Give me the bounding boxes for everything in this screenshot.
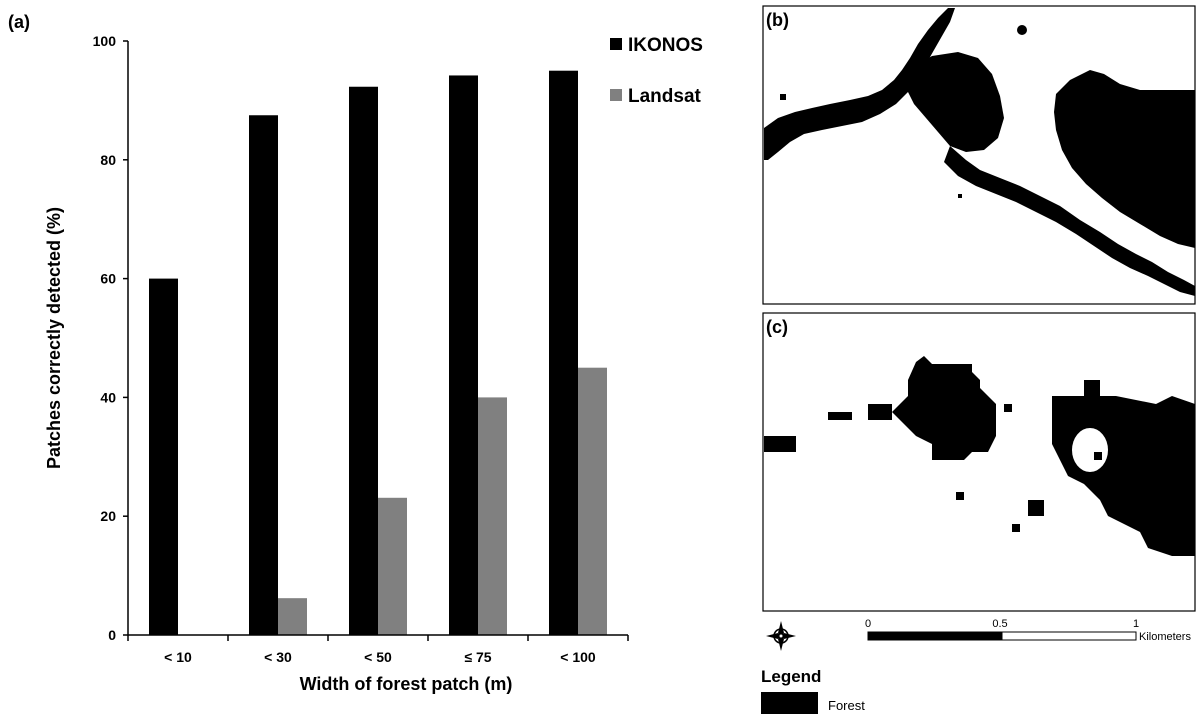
forest-pixel-c6: [1028, 500, 1044, 516]
bar-landsat-2: [278, 598, 307, 635]
scale-bar: 0 0.5 1 Kilometers: [865, 618, 1192, 643]
map-legend: Legend Forest: [761, 667, 865, 714]
forest-pixel-c1: [764, 436, 796, 452]
legend: IKONOS Landsat: [610, 35, 703, 107]
scale-label-1: 1: [1133, 618, 1139, 630]
forest-patches-b: [764, 8, 1195, 296]
forest-pixel-c8: [1094, 452, 1102, 460]
scale-label-05: 0.5: [992, 618, 1007, 630]
bar-ikonos-1: [149, 278, 178, 635]
y-tick-label: 20: [100, 508, 116, 524]
x-tick-label: < 100: [560, 649, 596, 665]
panel-a-label: (a): [8, 12, 30, 32]
forest-patches-c: [764, 356, 1195, 556]
panel-b-label: (b): [766, 10, 789, 30]
x-tick-label: < 30: [264, 649, 292, 665]
y-tick-label: 40: [100, 389, 116, 405]
map-legend-item: Forest: [828, 698, 865, 713]
legend-swatch-ikonos: [610, 38, 622, 50]
x-tick-label: < 50: [364, 649, 392, 665]
y-tick-label: 100: [93, 33, 117, 49]
legend-swatch-landsat: [610, 89, 622, 101]
y-tick-label: 80: [100, 152, 116, 168]
y-axis-label: Patches correctly detected (%): [44, 207, 64, 469]
forest-speck-b2: [780, 94, 786, 100]
bar-ikonos-5: [549, 70, 578, 635]
forest-pixel-c5: [956, 492, 964, 500]
bar-landsat-3: [378, 497, 407, 635]
forest-block-b1: [906, 52, 1004, 152]
scale-bar-filled: [867, 631, 1003, 641]
panel-b-label-bg: [765, 8, 793, 32]
map-panel-c: (c): [762, 312, 1196, 612]
forest-speck-b3: [958, 194, 962, 198]
bars: [149, 70, 607, 636]
bar-landsat-5: [578, 367, 607, 635]
forest-block-b2: [1054, 70, 1195, 248]
legend-label-ikonos: IKONOS: [628, 35, 703, 56]
x-tick-label: < 10: [164, 649, 192, 665]
bar-ikonos-2: [249, 115, 278, 635]
bar-chart: (a) 0 20 40 60 80 100 < 10 < 30 < 50 ≤ 75 < 100 W…: [8, 12, 703, 694]
scale-unit: Kilometers: [1139, 631, 1191, 643]
bar-landsat-4: [478, 397, 507, 635]
map-legend-title: Legend: [761, 667, 821, 686]
panel-c-label: (c): [766, 317, 788, 337]
forest-strip-b: [764, 8, 955, 160]
forest-river-b: [944, 146, 1195, 296]
legend-label-landsat: Landsat: [628, 86, 702, 107]
forest-gap-c: [1072, 428, 1108, 472]
panel-c-label-bg: [765, 315, 793, 339]
legend-forest-swatch: [761, 692, 818, 714]
y-tick-label: 0: [108, 627, 116, 643]
x-axis-label: Width of forest patch (m): [300, 674, 513, 694]
x-tick-label: ≤ 75: [464, 649, 491, 665]
scale-bar-empty: [1001, 631, 1137, 641]
bar-ikonos-3: [349, 86, 378, 636]
bar-ikonos-4: [449, 75, 478, 635]
x-axis-ticks: < 10 < 30 < 50 ≤ 75 < 100: [127, 635, 629, 665]
forest-speck-b1: [1017, 25, 1027, 35]
y-axis-ticks: 0 20 40 60 80 100: [93, 33, 128, 643]
scale-label-0: 0: [865, 618, 871, 630]
forest-pixel-c3: [868, 404, 892, 420]
forest-pixel-c2: [828, 412, 852, 420]
forest-pixel-c4: [1004, 404, 1012, 412]
forest-block-c1: [892, 356, 996, 460]
forest-block-c2: [1052, 380, 1195, 556]
y-tick-label: 60: [100, 271, 116, 287]
forest-pixel-c7: [1012, 524, 1020, 532]
compass-rose-icon: [766, 621, 796, 651]
map-panel-b: (b): [762, 5, 1196, 305]
